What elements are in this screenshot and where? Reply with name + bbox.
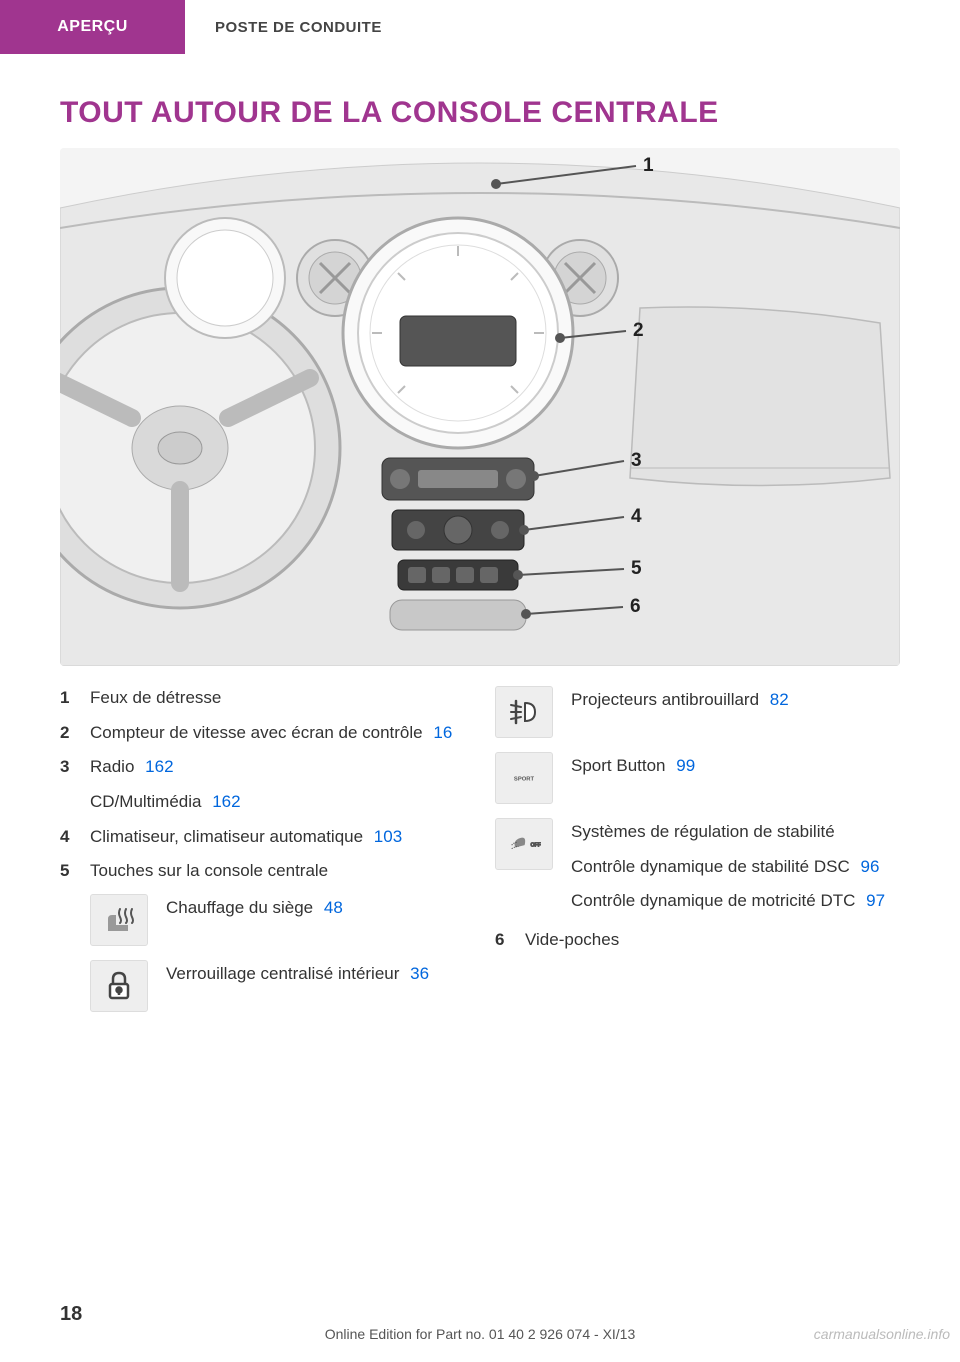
icon-text: Sport Button 99 bbox=[571, 752, 900, 779]
page-link[interactable]: 103 bbox=[374, 827, 402, 846]
svg-text:OFF: OFF bbox=[530, 842, 541, 848]
page-link[interactable]: 162 bbox=[212, 792, 240, 811]
item-label: Radio bbox=[90, 757, 134, 776]
item-1: 1 Feux de détresse bbox=[60, 686, 465, 711]
item-label: Chauffage du siège bbox=[166, 898, 313, 917]
page-title: TOUT AUTOUR DE LA CONSOLE CENTRALE bbox=[60, 96, 960, 130]
item-text: Compteur de vitesse avec écran de con­tr… bbox=[90, 721, 465, 746]
item-text: Feux de détresse bbox=[90, 686, 465, 711]
callout-5: 5 bbox=[631, 558, 642, 580]
page-link[interactable]: 97 bbox=[866, 891, 885, 910]
console-diagram: 1 2 3 4 5 6 bbox=[60, 148, 900, 666]
right-column: Projecteurs antibrouillard 82 SPORT Spor… bbox=[495, 686, 900, 1026]
item-text: Touches sur la console centrale bbox=[90, 859, 465, 884]
header: APERÇU POSTE DE CONDUITE bbox=[0, 0, 960, 54]
lock-icon bbox=[90, 960, 148, 1012]
item-label: Climatiseur, climatiseur automatique bbox=[90, 827, 363, 846]
item-num: 5 bbox=[60, 859, 90, 884]
item-text: Climatiseur, climatiseur automatique 103 bbox=[90, 825, 465, 850]
item-3: 3 Radio 162 bbox=[60, 755, 465, 780]
page-link[interactable]: 99 bbox=[676, 756, 695, 775]
item-2: 2 Compteur de vitesse avec écran de con­… bbox=[60, 721, 465, 746]
callout-6: 6 bbox=[630, 596, 641, 618]
item-num: 2 bbox=[60, 721, 90, 746]
item-label: Compteur de vitesse avec écran de con­tr… bbox=[90, 723, 423, 742]
item-num: 1 bbox=[60, 686, 90, 711]
item-label: Sport Button bbox=[571, 756, 666, 775]
icon-text: Verrouillage centralisé intér­ieur 36 bbox=[166, 960, 465, 987]
icon-row-seat-heat: Chauffage du siège 48 bbox=[90, 894, 465, 946]
callout-4: 4 bbox=[631, 506, 642, 528]
icon-text: Systèmes de régulation de stabi­lité Con… bbox=[571, 818, 900, 914]
item-text: Radio 162 bbox=[90, 755, 465, 780]
icon-row-dsc: OFF Systèmes de régulation de stabi­lité… bbox=[495, 818, 900, 914]
item-text: Vide-poches bbox=[525, 928, 900, 953]
left-column: 1 Feux de détresse 2 Compteur de vitesse… bbox=[60, 686, 465, 1026]
item-4: 4 Climatiseur, climatiseur automatique 1… bbox=[60, 825, 465, 850]
icon-row-lock: Verrouillage centralisé intér­ieur 36 bbox=[90, 960, 465, 1012]
page-link[interactable]: 48 bbox=[324, 898, 343, 917]
page-link[interactable]: 82 bbox=[770, 690, 789, 709]
page-link[interactable]: 162 bbox=[145, 757, 173, 776]
item-label: Projecteurs antibrouillard bbox=[571, 690, 759, 709]
item-num: 4 bbox=[60, 825, 90, 850]
dashboard-svg bbox=[60, 148, 900, 666]
seat-heat-icon bbox=[90, 894, 148, 946]
item-label: Systèmes de régulation de stabi­lité bbox=[571, 822, 835, 841]
callout-2: 2 bbox=[633, 320, 644, 342]
content-columns: 1 Feux de détresse 2 Compteur de vitesse… bbox=[60, 686, 900, 1026]
icon-text: Projecteurs antibrouillard 82 bbox=[571, 686, 900, 713]
item-num: 6 bbox=[495, 928, 525, 953]
page-link[interactable]: 36 bbox=[410, 964, 429, 983]
tab-apercu: APERÇU bbox=[0, 0, 185, 54]
item-label: Verrouillage centralisé intér­ieur bbox=[166, 964, 399, 983]
icon-row-fog: Projecteurs antibrouillard 82 bbox=[495, 686, 900, 738]
icon-text: Chauffage du siège 48 bbox=[166, 894, 465, 921]
svg-text:SPORT: SPORT bbox=[514, 776, 535, 782]
item-3-sub: CD/Multimédia 162 bbox=[90, 790, 465, 815]
page-link[interactable]: 96 bbox=[861, 857, 880, 876]
item-num: 3 bbox=[60, 755, 90, 780]
item-label: Contrôle dynamique de stabilité DSC bbox=[571, 857, 850, 876]
page-number: 18 bbox=[60, 1303, 82, 1326]
watermark: carmanualsonline.info bbox=[814, 1326, 950, 1342]
item-6: 6 Vide-poches bbox=[495, 928, 900, 953]
tab-poste: POSTE DE CONDUITE bbox=[185, 0, 382, 54]
icon-row-sport: SPORT Sport Button 99 bbox=[495, 752, 900, 804]
dsc-off-icon: OFF bbox=[495, 818, 553, 870]
callout-1: 1 bbox=[643, 155, 654, 177]
page-link[interactable]: 16 bbox=[433, 723, 452, 742]
fog-light-icon bbox=[495, 686, 553, 738]
item-label: CD/Multimédia bbox=[90, 792, 201, 811]
item-label: Contrôle dynamique de motricité DTC bbox=[571, 891, 855, 910]
sport-button-icon: SPORT bbox=[495, 752, 553, 804]
item-5: 5 Touches sur la console centrale bbox=[60, 859, 465, 884]
callout-3: 3 bbox=[631, 450, 642, 472]
